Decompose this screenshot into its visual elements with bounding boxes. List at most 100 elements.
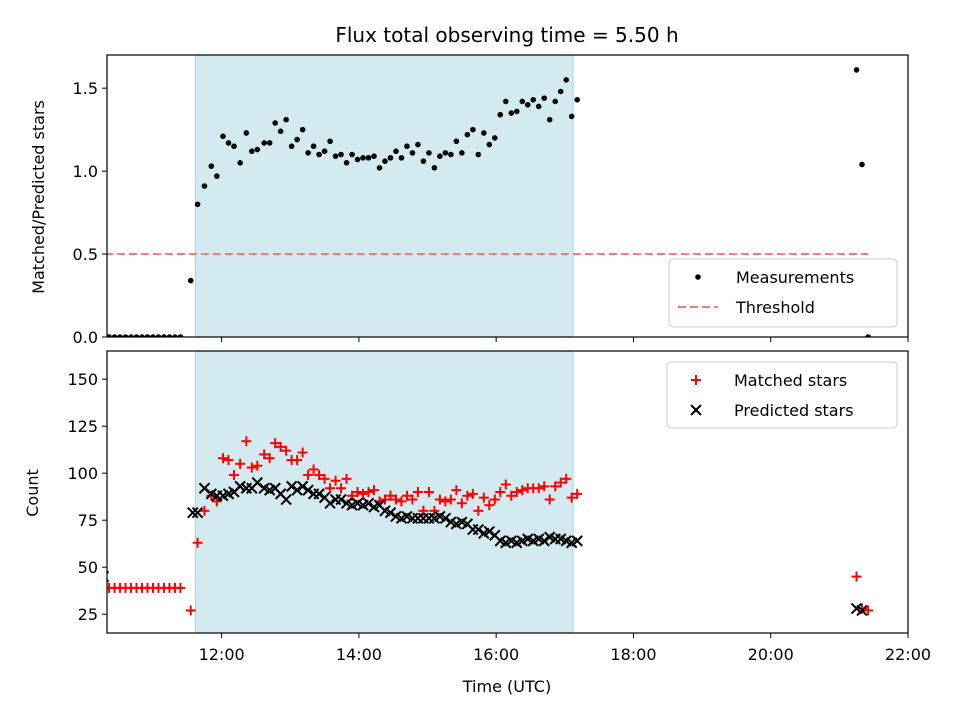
measurements-point [150,334,156,337]
x-tick-label: 12:00 [199,645,245,664]
measurements-point [305,150,311,156]
bottom-panel: 25 50 75 100 125 150 12:00 14:00 16:00 18:00 20:00… [67,350,931,664]
measurements-point [243,130,250,136]
predicted-stars-point [362,497,375,509]
y-tick-label: 1.0 [73,162,98,181]
predicted-stars-point [571,535,583,547]
measurements-point [513,108,520,115]
matched-stars-point [407,494,418,505]
matched-stars-point [489,494,500,505]
legend-entry: Predicted stars [690,401,854,420]
matched-stars-point [857,603,868,614]
measurements-point [214,173,220,179]
predicted-stars-point [296,480,309,493]
matched-stars-point [544,494,555,505]
measurements-point [382,158,388,164]
predicted-stars-point [483,525,496,538]
matched-stars-point [199,505,210,516]
legend-swatch [695,274,701,280]
observing-interval-band [195,350,574,634]
matched-stars-point [511,487,522,497]
matched-stars-point [566,492,577,503]
matched-stars-point [217,453,228,464]
measurements-point [865,334,871,337]
matched-stars-point [303,470,314,481]
matched-stars-point [385,490,396,501]
matched-stars-point [396,496,407,507]
x-tick-label: 16:00 [473,645,519,664]
measurements-point [853,67,860,73]
matched-stars-point [292,455,303,466]
predicted-stars-point [187,506,199,519]
measurements-point [144,334,151,337]
measurements-point [437,153,443,159]
measurements-point [288,143,295,150]
predicted-stars-point [291,484,303,496]
measurements-point [464,131,471,138]
measurements-point [299,126,306,133]
matched-stars-point [379,494,390,505]
measurements-point [453,138,460,145]
measurements-point [133,334,140,337]
y-tick-label: 25 [78,605,98,624]
measurements-point [172,334,178,337]
y-tick-label: 0.0 [73,328,98,347]
y-tick-label: 150 [67,370,98,389]
legend-label: Matched stars [734,371,847,390]
matched-stars-point [223,455,234,466]
measurements-point [201,183,208,189]
measurements-point [519,98,526,105]
measurements-point [365,155,372,161]
measurements-point [208,163,215,169]
measurements-point [220,133,226,140]
predicted-stars-point [302,484,314,496]
matched-stars-point [412,487,423,497]
matched-stars-point [445,494,456,505]
matched-stars-point [314,470,325,481]
measurements-point [139,334,145,337]
predicted-stars-point [285,480,298,493]
measurements-point [859,161,865,168]
matched-stars-point [358,488,369,499]
matched-stars-point [341,473,352,484]
measurements-point [354,156,361,163]
matched-stars-point [330,475,341,486]
measurements-point [442,150,449,156]
measurements-point [409,150,416,156]
matched-stars-point [308,464,319,475]
measurements-point [128,334,134,337]
measurements-point [546,116,553,123]
matched-stars-point [473,505,484,516]
measurements-point [398,155,405,161]
predicted-stars-point [280,493,292,506]
y-tick-label: 75 [78,511,98,530]
measurements-point [431,165,438,171]
measurements-point [177,334,184,337]
matched-stars-point [390,494,401,505]
predicted-stars-point [439,512,452,525]
chart-title: Flux total observing time = 5.50 h [335,23,678,47]
measurements-point [225,140,232,146]
matched-stars-point [206,490,217,501]
matched-stars-point [252,460,263,471]
matched-stars-point [297,447,308,458]
y-tick-label: 50 [78,558,98,577]
matched-stars-point [484,500,495,511]
legend-swatch [691,375,701,385]
measurements-point [524,101,531,108]
matched-stars-point [352,487,363,497]
measurements-point [194,201,201,208]
matched-stars-point [401,490,412,501]
matched-stars-point [456,498,467,509]
measurements-point [187,277,194,284]
legend-entry: Matched stars [691,371,847,390]
measurements-point [426,150,432,156]
plot-area [107,67,871,337]
measurements-point [481,130,487,136]
measurements-point [272,120,278,126]
matched-stars-point [495,487,506,497]
measurements-point [166,334,173,337]
measurements-point [360,155,366,161]
legend: Matched stars Predicted stars [666,361,898,429]
measurements-point [343,160,350,166]
